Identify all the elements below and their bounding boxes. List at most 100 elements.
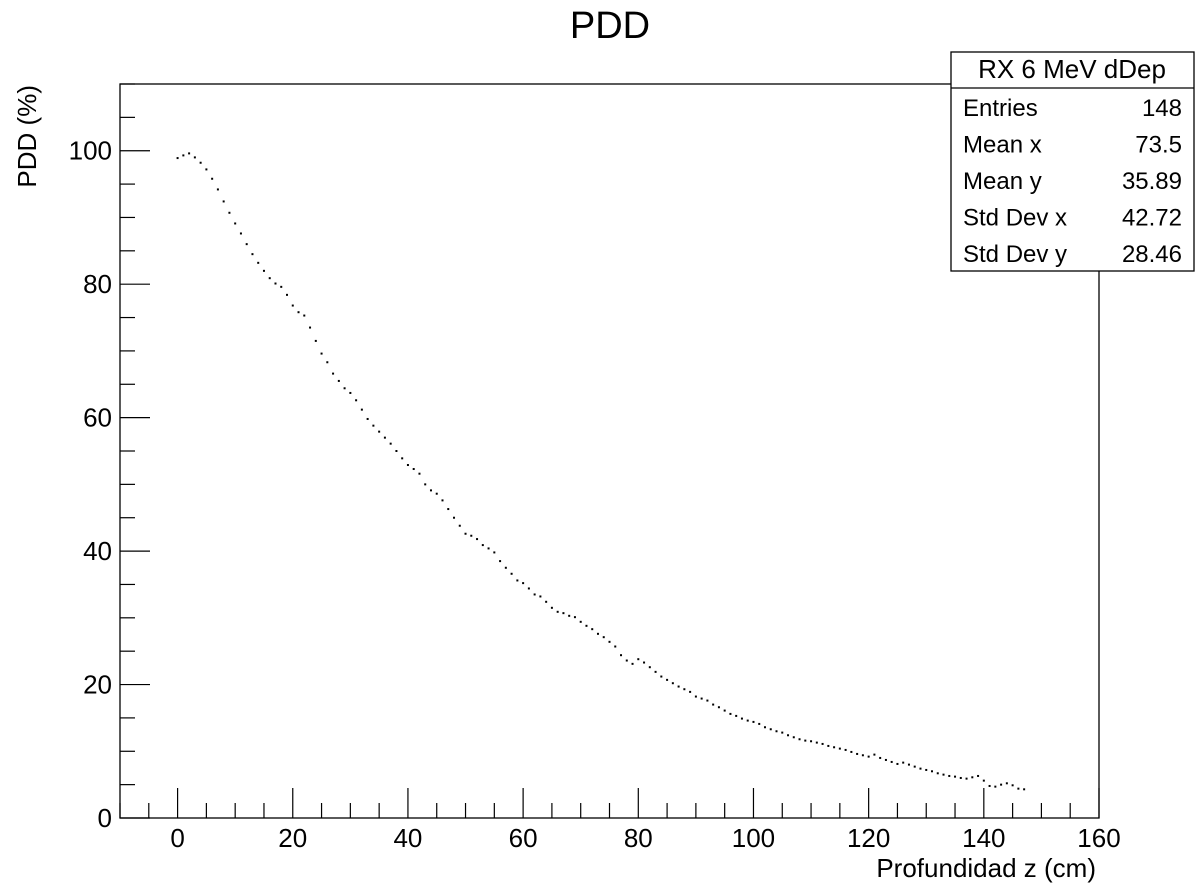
data-point [510,572,513,575]
data-point [458,524,461,527]
data-point [752,720,755,723]
data-point [378,430,381,433]
stat-label: Std Dev y [963,241,1067,268]
data-point [533,593,536,596]
stat-value: 42.72 [1122,205,1182,232]
data-point [412,468,415,471]
data-point [464,532,467,535]
x-tick-label: 0 [170,823,184,853]
data-point [527,587,530,590]
data-point [798,738,801,741]
data-point [539,595,542,598]
stat-value: 35.89 [1122,168,1182,195]
statistics-rows: Entries 148 Mean x 73.5 Mean y 35.89 Std Dev x… [963,95,1182,268]
y-tick-label: 80 [83,269,112,299]
data-point [579,620,582,623]
data-point [1011,784,1014,787]
data-point [873,753,876,756]
data-point [856,752,859,755]
data-point [648,666,651,669]
data-point [372,424,375,427]
data-point [516,579,519,582]
data-point [568,614,571,617]
data-point [729,712,732,715]
data-point [815,741,818,744]
data-point [643,661,646,664]
data-point [787,734,790,737]
data-point [360,408,363,411]
data-point [383,436,386,439]
data-point [844,748,847,751]
data-point [907,763,910,766]
data-point [499,560,502,563]
x-tick-label: 80 [624,823,653,853]
data-point [717,706,720,709]
data-point [620,654,623,657]
data-point [884,758,887,761]
data-point [1023,788,1026,791]
x-axis: 0 20 40 60 80 100 120 140 160 [119,788,1121,853]
data-point [205,168,208,171]
data-point [585,624,588,627]
data-point [418,472,421,475]
data-point [637,658,640,661]
data-point [355,399,358,402]
data-point [700,697,703,700]
data-point [1005,782,1008,785]
stat-label: Std Dev x [963,205,1067,232]
data-point [429,489,432,492]
data-point [337,379,340,382]
y-tick-label: 100 [69,136,112,166]
stat-label: Entries [963,95,1038,122]
data-point [366,417,369,420]
data-point [470,534,473,537]
data-point [994,785,997,788]
data-point [441,499,444,502]
data-point [982,779,985,782]
data-point [291,304,294,307]
stat-value: 148 [1142,95,1182,122]
data-point [792,736,795,739]
data-point [890,760,893,763]
data-point [228,211,231,214]
data-point [712,703,715,706]
data-point [666,678,669,681]
data-point [925,768,928,771]
data-point [303,314,306,317]
data-point [493,551,496,554]
data-point [631,662,634,665]
data-point [435,492,438,495]
data-point [746,719,749,722]
statistics-box-title: RX 6 MeV dDep [978,54,1166,84]
data-point [556,610,559,613]
y-tick-label: 60 [83,403,112,433]
stat-value: 73.5 [1135,132,1182,159]
stat-label: Mean x [963,132,1042,159]
data-point [193,156,196,159]
data-point [406,464,409,467]
data-point [424,483,427,486]
data-point [654,670,657,673]
data-point [913,765,916,768]
data-point [487,547,490,550]
data-point [942,773,945,776]
data-point [395,450,398,452]
data-point [297,311,300,314]
data-point [977,774,980,777]
data-point [971,776,974,779]
data-point [401,457,404,460]
y-tick-label: 40 [83,536,112,566]
data-point [763,726,766,729]
data-point [182,154,185,157]
x-tick-label: 20 [278,823,307,853]
data-point [810,740,813,743]
data-point [453,516,456,519]
data-point [965,777,968,780]
x-axis-label: Profundidad z (cm) [876,853,1096,883]
data-point [1000,783,1003,786]
data-point [234,222,237,225]
chart-title: PDD [570,5,650,47]
x-tick-label: 100 [732,823,775,853]
data-point [188,152,191,155]
